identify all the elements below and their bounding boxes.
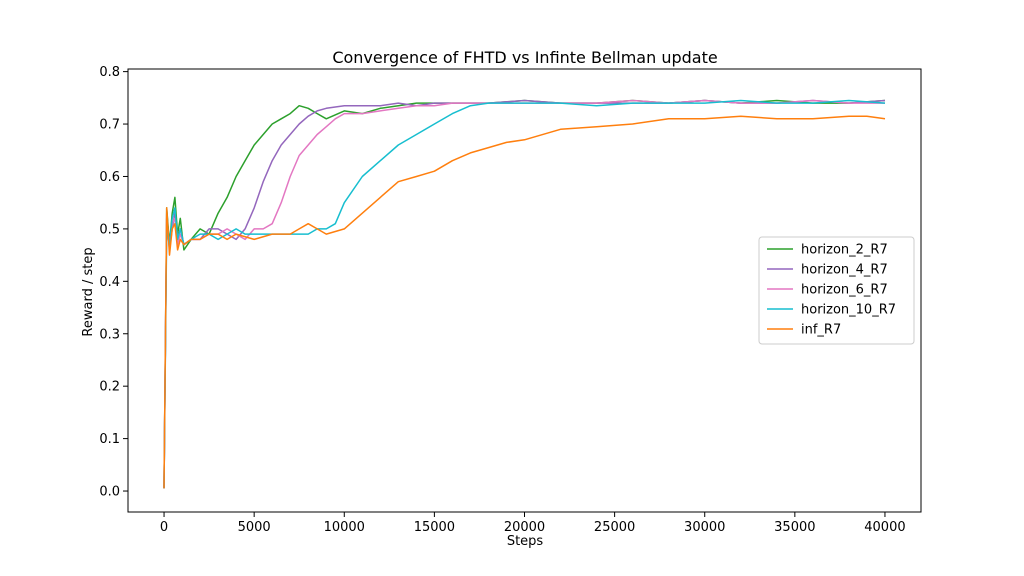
x-tick-label: 30000	[684, 520, 725, 535]
legend-box	[758, 236, 915, 345]
x-axis-label: Steps	[507, 534, 544, 549]
y-tick-label: 0.3	[99, 327, 120, 342]
x-tick-label: 40000	[864, 520, 905, 535]
legend: horizon_2_R7 horizon_4_R7 horizon_6_R7hori…	[758, 236, 915, 345]
y-tick-label: 0.7	[99, 118, 120, 133]
y-tick-label: 0.0	[99, 485, 120, 500]
legend-label: horizon_2_R7	[801, 243, 888, 258]
series-line-horizon_10_R7	[163, 99, 886, 489]
legend-label: horizon_10_R7	[801, 303, 896, 318]
x-tick-label: 15000	[414, 520, 455, 535]
x-tick-label: 25000	[594, 520, 635, 535]
y-tick-label: 0.6	[99, 170, 120, 185]
y-axis-label: Reward / step	[81, 247, 96, 336]
x-tick-label: 5000	[238, 520, 271, 535]
y-tick-label: 0.8	[99, 65, 120, 80]
y-tick-label: 0.4	[99, 275, 120, 290]
chart-title: Convergence of FHTD vs Infinte Bellman u…	[332, 48, 717, 67]
y-tick-label: 0.5	[99, 222, 120, 237]
legend-label: horizon_4_R7	[801, 263, 888, 278]
x-tick-label: 20000	[504, 520, 545, 535]
series-line-inf_R7	[163, 115, 886, 489]
x-tick-label: 10000	[324, 520, 365, 535]
y-tick-label: 0.1	[99, 432, 120, 447]
y-tick-label: 0.2	[99, 380, 120, 395]
legend-label: inf_R7	[801, 323, 841, 338]
x-tick-label: 0	[160, 520, 168, 535]
legend-label: horizon_6_R7	[801, 283, 888, 298]
x-tick-label: 35000	[774, 520, 815, 535]
